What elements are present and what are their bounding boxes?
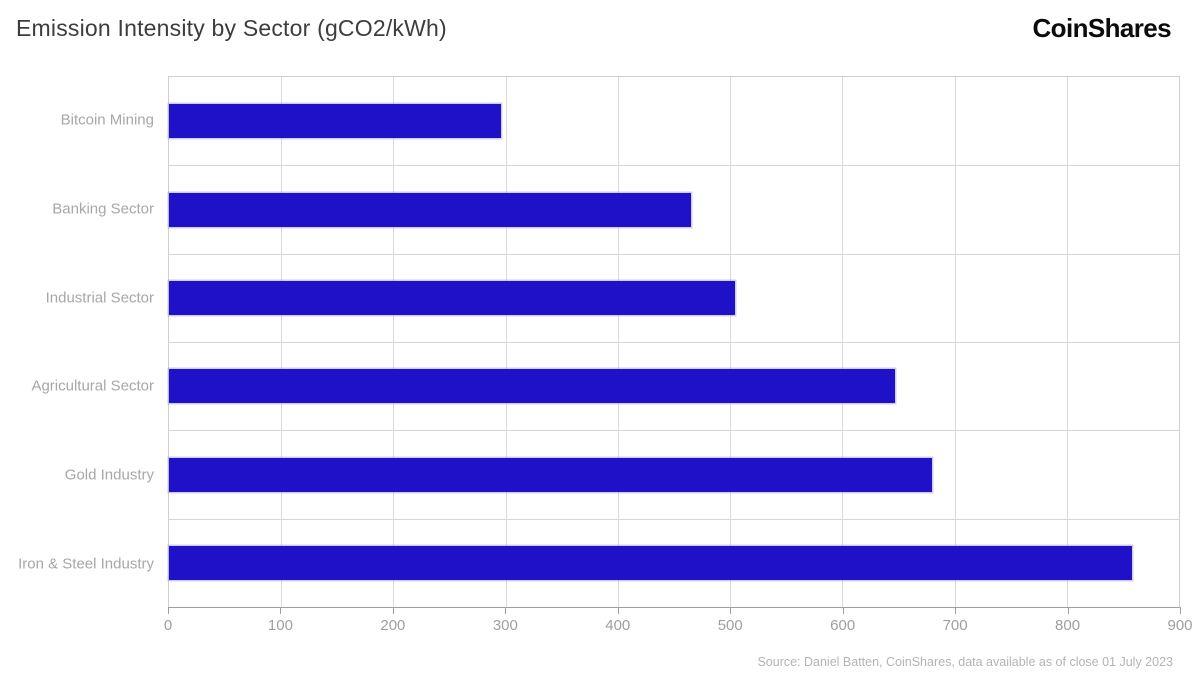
x-tick-mark-100 bbox=[280, 607, 282, 614]
gridline-horizontal bbox=[169, 253, 1179, 255]
gridline-horizontal bbox=[169, 342, 1179, 343]
x-axis-labels: 0 100 200 300 400 500 600 700 800 900 bbox=[164, 617, 1193, 637]
x-tick-label-400: 400 bbox=[605, 617, 631, 634]
plot-area bbox=[168, 76, 1180, 608]
bar-iron-steel-industry bbox=[169, 545, 1132, 580]
x-tick-mark-0 bbox=[168, 607, 169, 614]
bar-agricultural-sector bbox=[169, 369, 896, 404]
gridline-vertical bbox=[393, 77, 395, 607]
category-label-gold-industry: Gold Industry bbox=[64, 466, 154, 484]
category-axis: Bitcoin Mining Banking Sector Industrial S… bbox=[0, 76, 154, 608]
x-axis-tickmarks bbox=[168, 607, 1181, 614]
x-tick-label-700: 700 bbox=[942, 617, 968, 634]
x-tick-label-500: 500 bbox=[717, 617, 743, 634]
gridline-horizontal bbox=[169, 430, 1179, 432]
bar-industrial-sector bbox=[169, 280, 735, 315]
chart-title: Emission Intensity by Sector (gCO2/kWh) bbox=[16, 15, 447, 41]
gridline-vertical bbox=[730, 77, 732, 607]
gridline-vertical bbox=[281, 77, 283, 607]
coinshares-logo: CoinShares bbox=[1032, 13, 1172, 43]
gridline-horizontal bbox=[169, 165, 1179, 167]
category-label-industrial-sector: Industrial Sector bbox=[45, 289, 154, 307]
x-tick-mark-500 bbox=[730, 607, 732, 614]
x-tick-mark-600 bbox=[842, 607, 844, 614]
gridline-vertical bbox=[842, 77, 844, 607]
x-tick-label-800: 800 bbox=[1055, 617, 1081, 634]
x-tick-mark-800 bbox=[1067, 607, 1069, 614]
x-tick-label-600: 600 bbox=[830, 617, 856, 634]
bar-bitcoin-mining bbox=[169, 104, 502, 139]
x-tick-mark-700 bbox=[955, 607, 957, 614]
x-tick-label-300: 300 bbox=[492, 617, 518, 634]
x-tick-label-900: 900 bbox=[1167, 617, 1193, 634]
x-tick-label-200: 200 bbox=[380, 617, 406, 634]
gridline-vertical bbox=[505, 77, 507, 607]
category-label-iron-steel-industry: Iron & Steel Industry bbox=[18, 555, 154, 573]
gridline-vertical bbox=[954, 77, 956, 607]
bar-gold-industry bbox=[169, 457, 933, 492]
source-note: Source: Daniel Batten, CoinShares, data … bbox=[757, 655, 1173, 669]
category-label-agricultural-sector: Agricultural Sector bbox=[31, 377, 154, 395]
category-label-banking-sector: Banking Sector bbox=[52, 200, 154, 218]
category-label-bitcoin-mining: Bitcoin Mining bbox=[60, 111, 154, 129]
x-tick-mark-900 bbox=[1180, 607, 1181, 614]
x-tick-mark-400 bbox=[617, 607, 619, 614]
x-tick-label-0: 0 bbox=[163, 617, 173, 634]
x-tick-mark-200 bbox=[392, 607, 394, 614]
gridline-vertical bbox=[1066, 77, 1068, 607]
x-tick-mark-300 bbox=[505, 607, 507, 614]
bar-banking-sector bbox=[169, 192, 691, 227]
gridline-vertical bbox=[617, 77, 619, 607]
gridline-horizontal bbox=[169, 518, 1179, 520]
x-tick-label-100: 100 bbox=[267, 617, 293, 634]
